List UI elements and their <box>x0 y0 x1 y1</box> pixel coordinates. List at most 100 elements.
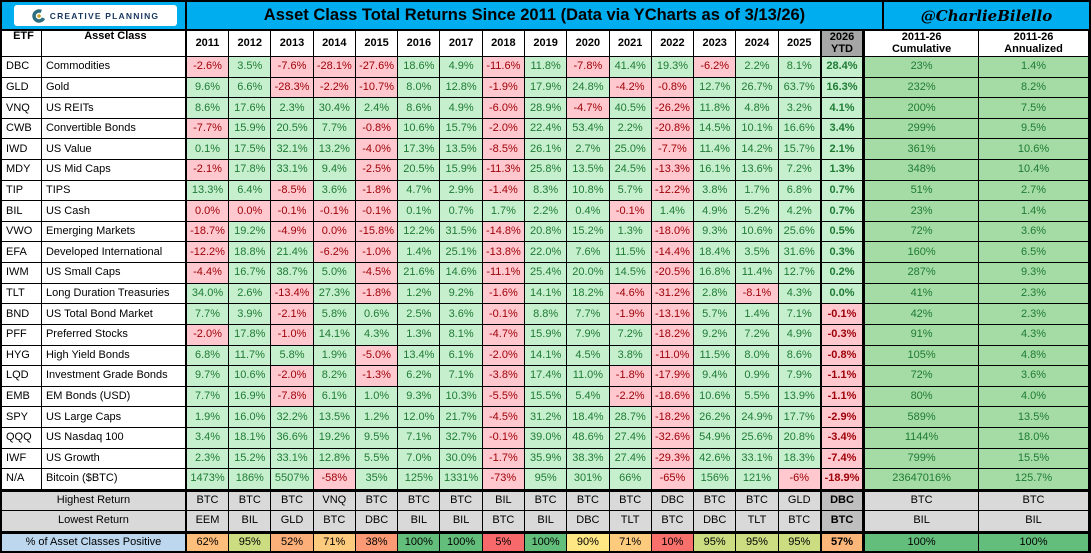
year-return-cell: -5.5% <box>482 386 525 408</box>
lowest-return-cell: BTC <box>778 510 821 532</box>
table-row-bnd: BND US Total Bond Market 7.7% 3.9% -2.1% 5.8%… <box>2 304 1089 325</box>
pct-positive-cell: 38% <box>355 531 399 551</box>
asset-class-name-cell: EM Bonds (USD) <box>41 386 187 408</box>
highest-return-cell: BTC <box>186 489 230 511</box>
asset-class-name-cell: US Growth <box>41 448 187 470</box>
year-return-cell: 11.8% <box>525 57 568 78</box>
highest-return-cell: VNQ <box>313 489 356 511</box>
year-return-cell: 21.6% <box>398 263 441 284</box>
year-return-cell: -1.0% <box>271 324 314 346</box>
table-row-qqq: QQQ US Nasdaq 100 3.4% 18.1% 36.6% 19.2% 9.5% 7… <box>2 427 1089 449</box>
highest-return-cell: BTC <box>440 489 483 511</box>
lowest-return-cell: GLD <box>271 510 314 532</box>
year-column-header: 2021 <box>609 31 652 57</box>
year-return-cell: -4.5% <box>482 407 525 428</box>
cumulative-return-cell: 799% <box>863 448 980 470</box>
table-row-vwo: VWO Emerging Markets -18.7% 19.2% -4.9% 0.0% -… <box>2 221 1089 243</box>
pct-positive-cell: 71% <box>609 531 652 551</box>
pct-positive-label: % of Asset Classes Positive <box>2 531 187 551</box>
year-return-cell: -11.0% <box>651 345 695 367</box>
year-return-cell: 2.3% <box>186 448 230 470</box>
year-return-cell: 27.3% <box>313 283 356 305</box>
annualized-return-cell: 3.6% <box>979 366 1089 387</box>
etf-ticker-cell: IWD <box>2 139 42 161</box>
ytd-return-cell: 0.7% <box>820 180 864 202</box>
highest-return-annualized-cell: BTC <box>979 489 1089 511</box>
ytd-return-cell: 0.7% <box>820 201 864 222</box>
year-return-cell: 1.3% <box>398 324 441 346</box>
year-return-cell: 8.8% <box>525 304 568 325</box>
year-return-cell: 33.1% <box>271 160 314 181</box>
year-return-cell: 20.8% <box>525 221 568 243</box>
year-return-cell: 10.6% <box>694 386 737 408</box>
year-return-cell: 26.1% <box>525 139 568 161</box>
table-row-hyg: HYG High Yield Bonds 6.8% 11.7% 5.8% 1.9% -5.0… <box>2 345 1089 367</box>
year-return-cell: 20.5% <box>398 160 441 181</box>
annualized-return-cell: 2.7% <box>979 180 1089 202</box>
annualized-return-cell: 2.3% <box>979 304 1089 325</box>
year-return-cell: 16.8% <box>694 263 737 284</box>
year-return-cell: 15.7% <box>440 118 483 140</box>
year-return-cell: 26.2% <box>694 407 737 428</box>
etf-ticker-cell: SPY <box>2 407 42 428</box>
year-return-cell: -0.1% <box>355 201 399 222</box>
etf-ticker-cell: DBC <box>2 57 42 78</box>
lowest-return-cell: DBC <box>355 510 399 532</box>
year-return-cell: 32.7% <box>440 427 483 449</box>
etf-ticker-cell: PFF <box>2 324 42 346</box>
year-return-cell: 2.4% <box>355 98 399 119</box>
asset-class-name-cell: US Value <box>41 139 187 161</box>
year-return-cell: -14.4% <box>651 242 695 264</box>
year-return-cell: 13.5% <box>440 139 483 161</box>
cumulative-return-cell: 160% <box>863 242 980 264</box>
year-return-cell: 16.1% <box>694 160 737 181</box>
year-return-cell: 18.4% <box>694 242 737 264</box>
year-return-cell: 17.6% <box>229 98 272 119</box>
annualized-return-cell: 10.4% <box>979 160 1089 181</box>
year-return-cell: -12.2% <box>651 180 695 202</box>
highest-return-cell: BTC <box>271 489 314 511</box>
year-return-cell: 5.5% <box>355 448 399 470</box>
year-return-cell: -13.1% <box>651 304 695 325</box>
year-return-cell: 17.3% <box>398 139 441 161</box>
title-section: Asset Class Total Returns Since 2011 (Da… <box>187 2 884 29</box>
highest-return-row: Highest Return BTC BTC BTC VNQ BTC BTC BTC BIL BT… <box>2 489 1089 511</box>
year-column-header: 2024 <box>736 31 779 57</box>
year-return-cell: -2.1% <box>186 160 230 181</box>
year-return-cell: -4.7% <box>567 98 610 119</box>
table-row-iwm: IWM US Small Caps -4.4% 16.7% 38.7% 5.0% -4.5%… <box>2 263 1089 284</box>
year-return-cell: 13.5% <box>313 407 356 428</box>
year-return-cell: 5.8% <box>271 345 314 367</box>
year-return-cell: 10.6% <box>736 221 779 243</box>
year-return-cell: -6% <box>778 469 821 490</box>
ytd-return-cell: 0.5% <box>820 221 864 243</box>
year-return-cell: 2.2% <box>609 118 652 140</box>
lowest-return-ytd-cell: BTC <box>820 510 864 532</box>
table-row-mdy: MDY US Mid Caps -2.1% 17.8% 33.1% 9.4% -2.5% 20… <box>2 160 1089 181</box>
table-row-lqd: LQD Investment Grade Bonds 9.7% 10.6% -2.0% 8… <box>2 366 1089 387</box>
year-return-cell: 5.2% <box>736 201 779 222</box>
asset-class-name-cell: US Large Caps <box>41 407 187 428</box>
etf-column-header: ETF <box>2 31 42 57</box>
year-return-cell: -0.1% <box>482 427 525 449</box>
year-return-cell: -1.4% <box>482 180 525 202</box>
year-return-cell: 12.7% <box>778 263 821 284</box>
year-return-cell: 9.4% <box>313 160 356 181</box>
year-return-cell: 1.9% <box>313 345 356 367</box>
asset-class-column-header: Asset Class <box>41 31 187 57</box>
lowest-return-cell: BTC <box>482 510 525 532</box>
year-return-cell: -13.8% <box>482 242 525 264</box>
etf-ticker-cell: TLT <box>2 283 42 305</box>
annualized-column-header: 2011-26 Annualized <box>979 31 1089 57</box>
year-return-cell: 42.6% <box>694 448 737 470</box>
year-return-cell: 25.8% <box>525 160 568 181</box>
highest-return-cumulative-cell: BTC <box>863 489 980 511</box>
year-return-cell: -4.9% <box>271 221 314 243</box>
ytd-return-cell: 16.3% <box>820 77 864 99</box>
table-row-iwd: IWD US Value 0.1% 17.5% 32.1% 13.2% -4.0% 17.3%… <box>2 139 1089 161</box>
year-return-cell: 15.9% <box>229 118 272 140</box>
year-return-cell: -1.3% <box>355 366 399 387</box>
year-return-cell: 15.2% <box>229 448 272 470</box>
year-return-cell: -6.2% <box>694 57 737 78</box>
year-return-cell: -7.8% <box>271 386 314 408</box>
